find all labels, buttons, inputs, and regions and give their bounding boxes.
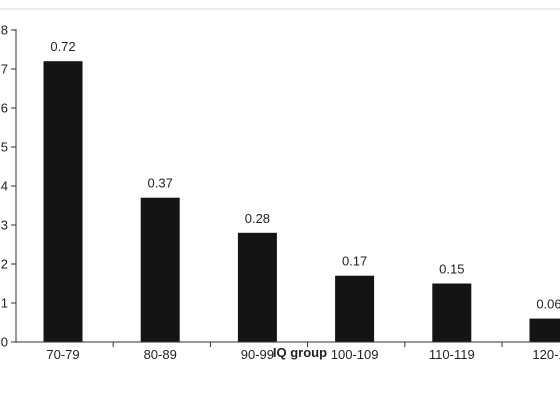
y-tick-label: 6 (1, 101, 8, 116)
data-label-70-79: 0.72 (50, 39, 75, 54)
x-tick-label-110-119: 110-119 (429, 347, 475, 362)
data-label-120-1: 0.06 (536, 297, 560, 312)
x-tick-label-80-89: 80-89 (144, 347, 177, 362)
y-tick-label: 7 (1, 62, 8, 77)
x-tick-label-120-1: 120-1 (532, 347, 560, 362)
y-tick-label: 8 (1, 23, 8, 38)
bar-120-1 (529, 318, 560, 342)
y-tick-label: 2 (1, 257, 8, 272)
data-label-100-109: 0.17 (342, 254, 367, 269)
bar-100-109 (335, 275, 375, 342)
bar-80-89 (140, 197, 180, 342)
data-labels-group: 0.72 0.37 0.28 0.17 0.15 0.06 (50, 39, 560, 311)
data-label-110-119: 0.15 (439, 262, 464, 277)
data-label-80-89: 0.37 (148, 176, 173, 191)
data-label-90-99: 0.28 (245, 211, 270, 226)
x-axis-title: IQ group (273, 345, 327, 360)
y-tick-label: 5 (1, 140, 8, 155)
y-tick-label: 0 (1, 335, 8, 350)
y-axis: 0 1 2 3 4 5 6 7 8 (1, 23, 17, 350)
bar-110-119 (432, 283, 472, 342)
y-tick-label: 1 (1, 296, 8, 311)
bars-group (43, 61, 560, 342)
y-tick-label: 4 (1, 179, 8, 194)
bar-70-79 (43, 61, 83, 342)
x-tick-label-70-79: 70-79 (46, 347, 79, 362)
x-tick-label-90-99: 90-99 (241, 347, 274, 362)
bar-90-99 (237, 232, 277, 342)
y-tick-label: 3 (1, 218, 8, 233)
x-tick-label-100-109: 100-109 (331, 347, 379, 362)
x-axis: 70-79 80-89 90-99 100-109 110-119 120-1 (16, 341, 560, 362)
